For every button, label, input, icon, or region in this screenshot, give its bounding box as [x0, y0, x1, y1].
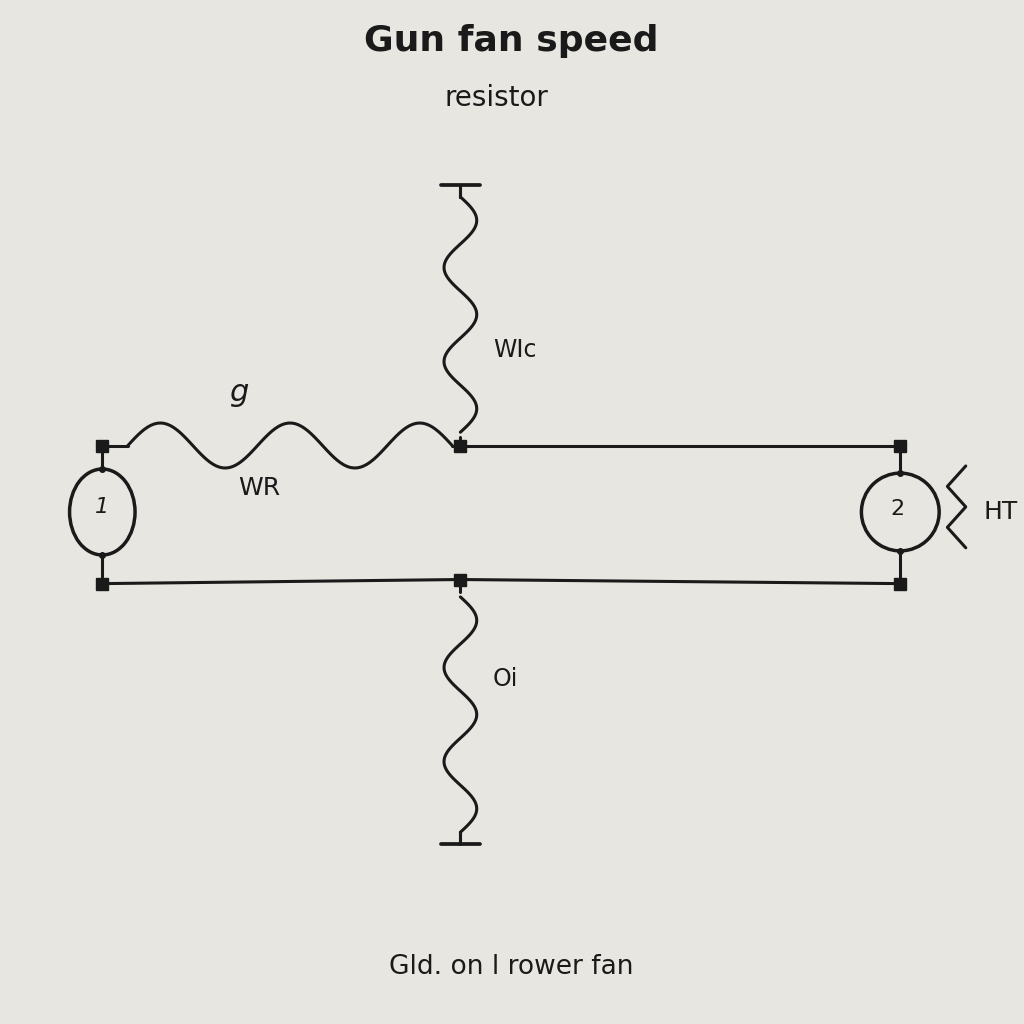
Text: WIc: WIc [494, 338, 537, 361]
Text: Gun fan speed: Gun fan speed [365, 25, 658, 58]
Text: WR: WR [239, 476, 281, 501]
Text: 2: 2 [890, 499, 904, 519]
Text: g: g [229, 378, 249, 407]
Text: Gld. on l rower fan: Gld. on l rower fan [389, 954, 634, 980]
Text: resistor: resistor [444, 84, 548, 112]
Text: 1: 1 [95, 497, 110, 517]
Text: Oi: Oi [494, 668, 518, 691]
Text: HT: HT [983, 500, 1018, 524]
